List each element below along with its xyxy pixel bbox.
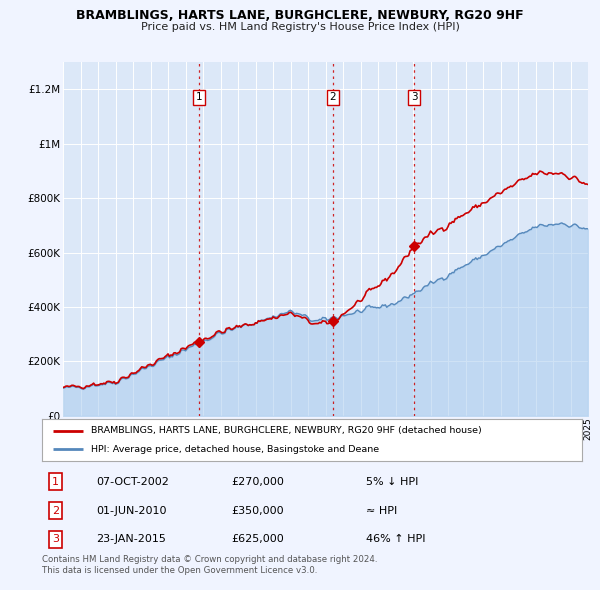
Text: Contains HM Land Registry data © Crown copyright and database right 2024.: Contains HM Land Registry data © Crown c… <box>42 555 377 563</box>
Text: £350,000: £350,000 <box>231 506 284 516</box>
Text: 3: 3 <box>411 93 418 102</box>
Text: This data is licensed under the Open Government Licence v3.0.: This data is licensed under the Open Gov… <box>42 566 317 575</box>
Text: 23-JAN-2015: 23-JAN-2015 <box>96 535 166 545</box>
Text: 1: 1 <box>52 477 59 487</box>
Text: 07-OCT-2002: 07-OCT-2002 <box>96 477 169 487</box>
Text: 5% ↓ HPI: 5% ↓ HPI <box>366 477 418 487</box>
Text: 01-JUN-2010: 01-JUN-2010 <box>96 506 167 516</box>
Text: HPI: Average price, detached house, Basingstoke and Deane: HPI: Average price, detached house, Basi… <box>91 445 379 454</box>
Text: BRAMBLINGS, HARTS LANE, BURGHCLERE, NEWBURY, RG20 9HF (detached house): BRAMBLINGS, HARTS LANE, BURGHCLERE, NEWB… <box>91 427 481 435</box>
Text: 1: 1 <box>196 93 202 102</box>
Text: 46% ↑ HPI: 46% ↑ HPI <box>366 535 425 545</box>
Text: 3: 3 <box>52 535 59 545</box>
Text: BRAMBLINGS, HARTS LANE, BURGHCLERE, NEWBURY, RG20 9HF: BRAMBLINGS, HARTS LANE, BURGHCLERE, NEWB… <box>76 9 524 22</box>
Text: 2: 2 <box>52 506 59 516</box>
Text: £270,000: £270,000 <box>231 477 284 487</box>
Text: £625,000: £625,000 <box>231 535 284 545</box>
Text: Price paid vs. HM Land Registry's House Price Index (HPI): Price paid vs. HM Land Registry's House … <box>140 22 460 32</box>
Text: ≈ HPI: ≈ HPI <box>366 506 397 516</box>
Text: 2: 2 <box>329 93 336 102</box>
